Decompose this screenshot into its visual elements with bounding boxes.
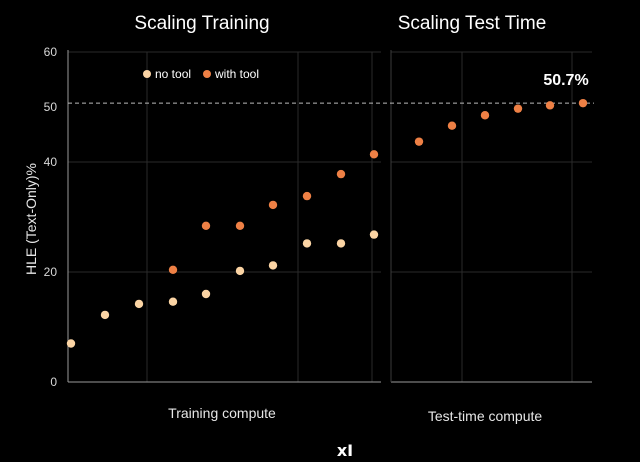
point-no-tool-panel-1-8 <box>302 239 312 248</box>
legend-with-tool-swatch <box>203 70 211 78</box>
y-axis-label: HLE (Text-Only)% <box>23 163 39 275</box>
point-with-tool-panel-1-10 <box>369 150 379 159</box>
point-no-tool-panel-1-7 <box>268 261 278 270</box>
axis-layer: 0 20 40 50 60 <box>44 45 594 389</box>
y-tick-label-60: 60 <box>44 45 58 59</box>
point-no-tool-panel-1-3 <box>134 299 144 309</box>
point-with-tool-panel-2-2 <box>447 121 457 130</box>
marks-layer <box>66 98 588 348</box>
grid-layer <box>68 51 592 382</box>
test-time-x-axis-label: Test-time compute <box>428 408 543 424</box>
point-with-tool-panel-1-8 <box>302 191 312 201</box>
test-time-panel-title: Scaling Test Time <box>398 13 547 34</box>
y-tick-label-40: 40 <box>44 155 58 169</box>
point-with-tool-panel-1-6 <box>235 221 245 230</box>
legend-no-tool-label: no tool <box>155 67 191 81</box>
point-no-tool-panel-1-4 <box>168 297 178 306</box>
xai-logo: xI <box>337 441 353 460</box>
training-x-axis-label: Training compute <box>168 405 276 421</box>
legend: no tool with tool <box>143 67 259 81</box>
point-no-tool-panel-1-5 <box>201 289 211 299</box>
point-with-tool-panel-2-1 <box>414 137 424 146</box>
legend-with-tool-label: with tool <box>214 67 259 81</box>
point-no-tool-panel-1-10 <box>369 230 379 239</box>
training-panel-title: Scaling Training <box>134 13 269 34</box>
y-tick-label-0: 0 <box>50 375 57 389</box>
point-no-tool-panel-1-6 <box>235 266 245 276</box>
point-no-tool-panel-1-1 <box>66 339 76 348</box>
y-tick-label-50: 50 <box>44 100 58 114</box>
point-with-tool-panel-1-4 <box>168 265 178 274</box>
point-with-tool-panel-1-9 <box>336 169 346 179</box>
point-with-tool-panel-1-7 <box>268 200 278 210</box>
point-with-tool-panel-2-4 <box>513 104 523 113</box>
point-with-tool-panel-1-5 <box>201 221 211 230</box>
point-no-tool-panel-1-2 <box>100 310 110 320</box>
y-tick-label-20: 20 <box>44 265 58 279</box>
point-with-tool-panel-2-6 <box>578 98 588 108</box>
point-with-tool-panel-2-5 <box>545 101 555 110</box>
point-with-tool-panel-2-3 <box>480 111 490 120</box>
point-no-tool-panel-1-9 <box>336 239 346 248</box>
legend-no-tool-swatch <box>143 70 151 78</box>
peak-score-callout: 50.7% <box>543 72 588 89</box>
